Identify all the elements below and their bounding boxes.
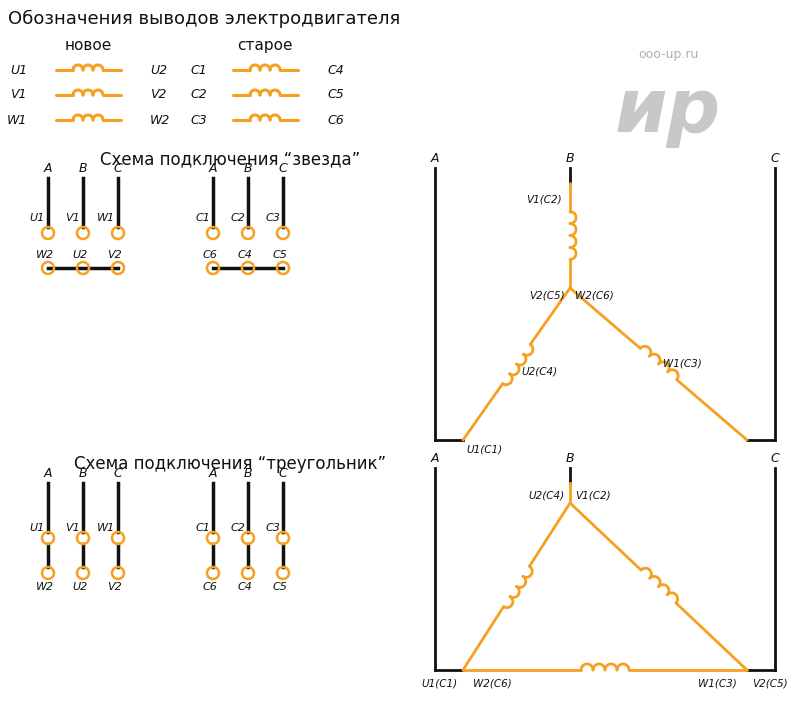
Text: старое: старое bbox=[238, 38, 293, 53]
Text: C4: C4 bbox=[238, 250, 253, 260]
Text: U1: U1 bbox=[30, 523, 45, 533]
Text: V2: V2 bbox=[108, 250, 122, 260]
Text: U2: U2 bbox=[72, 250, 88, 260]
Text: C6: C6 bbox=[202, 250, 218, 260]
Text: W1: W1 bbox=[97, 523, 115, 533]
Text: W1(C3): W1(C3) bbox=[698, 678, 737, 688]
Text: A: A bbox=[44, 467, 52, 480]
Text: A: A bbox=[209, 162, 218, 175]
Text: B: B bbox=[78, 467, 87, 480]
Text: B: B bbox=[244, 162, 252, 175]
Text: C6: C6 bbox=[202, 582, 218, 592]
Text: C: C bbox=[114, 162, 122, 175]
Text: W1: W1 bbox=[97, 213, 115, 223]
Text: U2: U2 bbox=[150, 63, 167, 77]
Text: U1: U1 bbox=[30, 213, 45, 223]
Text: C: C bbox=[278, 162, 287, 175]
Text: A: A bbox=[44, 162, 52, 175]
Text: C3: C3 bbox=[265, 213, 280, 223]
Text: U2: U2 bbox=[72, 582, 88, 592]
Text: W2: W2 bbox=[36, 250, 54, 260]
Text: Схема подключения “треугольник”: Схема подключения “треугольник” bbox=[74, 455, 386, 473]
Text: A: A bbox=[430, 152, 439, 165]
Text: C2: C2 bbox=[230, 213, 245, 223]
Text: V1(C2): V1(C2) bbox=[526, 195, 562, 205]
Text: C: C bbox=[278, 467, 287, 480]
Text: W2: W2 bbox=[36, 582, 54, 592]
Text: C1: C1 bbox=[195, 523, 210, 533]
Text: B: B bbox=[244, 467, 252, 480]
Text: ир: ир bbox=[615, 75, 721, 148]
Text: A: A bbox=[430, 452, 439, 465]
Text: W2(C6): W2(C6) bbox=[473, 678, 512, 688]
Text: U2(C4): U2(C4) bbox=[529, 490, 565, 500]
Text: U1(C1): U1(C1) bbox=[466, 444, 502, 454]
Text: V2: V2 bbox=[150, 89, 166, 101]
Text: C: C bbox=[770, 452, 779, 465]
Text: Схема подключения “звезда”: Схема подключения “звезда” bbox=[100, 150, 360, 168]
Text: новое: новое bbox=[64, 38, 112, 53]
Text: C3: C3 bbox=[265, 523, 280, 533]
Text: C6: C6 bbox=[327, 113, 344, 127]
Text: C2: C2 bbox=[190, 89, 207, 101]
Text: C3: C3 bbox=[190, 113, 207, 127]
Text: B: B bbox=[566, 452, 574, 465]
Text: W1: W1 bbox=[6, 113, 27, 127]
Text: V1: V1 bbox=[66, 213, 80, 223]
Text: U2(C4): U2(C4) bbox=[522, 366, 558, 376]
Text: A: A bbox=[209, 467, 218, 480]
Text: B: B bbox=[78, 162, 87, 175]
Text: W1(C3): W1(C3) bbox=[663, 359, 702, 369]
Text: ooo-up.ru: ooo-up.ru bbox=[638, 48, 698, 61]
Text: U1(C1): U1(C1) bbox=[422, 678, 458, 688]
Text: C: C bbox=[770, 152, 779, 165]
Text: V1: V1 bbox=[10, 89, 27, 101]
Text: U1: U1 bbox=[10, 63, 27, 77]
Text: B: B bbox=[566, 152, 574, 165]
Text: C: C bbox=[114, 467, 122, 480]
Text: C2: C2 bbox=[230, 523, 245, 533]
Text: C1: C1 bbox=[190, 63, 207, 77]
Text: V1: V1 bbox=[66, 523, 80, 533]
Text: C4: C4 bbox=[327, 63, 344, 77]
Text: V2(C5): V2(C5) bbox=[530, 290, 565, 300]
Text: W2: W2 bbox=[150, 113, 170, 127]
Text: C4: C4 bbox=[238, 582, 253, 592]
Text: C1: C1 bbox=[195, 213, 210, 223]
Text: C5: C5 bbox=[273, 582, 287, 592]
Text: V2: V2 bbox=[108, 582, 122, 592]
Text: C5: C5 bbox=[327, 89, 344, 101]
Text: W2(C6): W2(C6) bbox=[575, 290, 614, 300]
Text: V2(C5): V2(C5) bbox=[752, 678, 788, 688]
Text: V1(C2): V1(C2) bbox=[575, 490, 610, 500]
Text: Обозначения выводов электродвигателя: Обозначения выводов электродвигателя bbox=[8, 10, 400, 28]
Text: C5: C5 bbox=[273, 250, 287, 260]
